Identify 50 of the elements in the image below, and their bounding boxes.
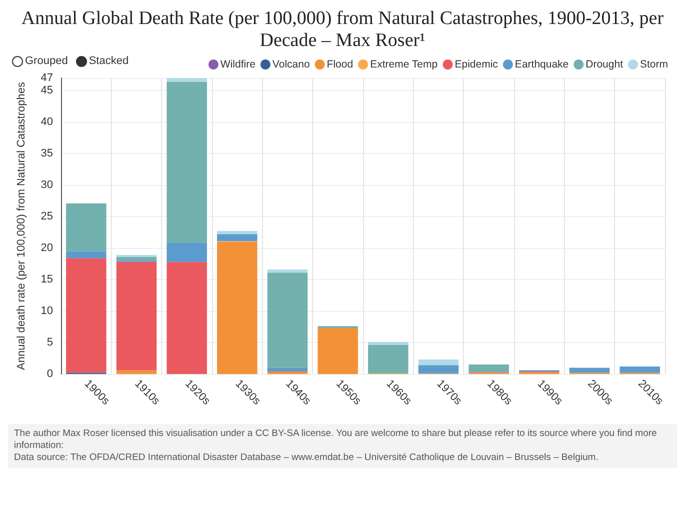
bar: [66, 258, 106, 373]
legend-label: Epidemic: [454, 58, 498, 70]
bar: [267, 371, 308, 374]
legend-label: Flood: [326, 58, 354, 70]
bar: [468, 364, 509, 372]
y-tick-label: 15: [40, 274, 53, 286]
bar: [267, 269, 308, 273]
text: Stacked: [88, 54, 129, 68]
bar: [166, 243, 207, 262]
y-tick-label: 25: [40, 210, 53, 223]
y-tick-label: 40: [40, 116, 53, 128]
text: Grouped: [25, 54, 68, 68]
y-tick-label: 35: [40, 148, 53, 160]
y-axis-title: Annual death rate (per 100,000) from Natural Catastrophes: [16, 82, 28, 370]
chart-title: Annual Global Death Rate (per 100,000) from Natural Catastrophes, 1900-2013, per Decade – Max Roser¹: [20, 8, 665, 53]
y-tick-label: 5: [46, 336, 53, 349]
y-tick-label: 30: [40, 179, 53, 192]
legend-label: Extreme Temp: [370, 58, 438, 70]
bar: [569, 368, 610, 373]
bar: [66, 203, 106, 252]
bar: [116, 370, 157, 374]
bar: [217, 242, 258, 374]
bar: [267, 368, 308, 372]
bar: [66, 251, 106, 258]
bar: [368, 342, 408, 346]
y-tick-label: 20: [40, 242, 53, 254]
bar: [217, 234, 258, 242]
bar: [116, 256, 157, 261]
text: The author Max Roser licensed this visualisation under a CC BY-SA license. You are welcome to share but please refer to its source where you find more information:: [14, 428, 658, 452]
y-tick-label: 0: [46, 368, 53, 380]
bar: [418, 360, 459, 366]
bar: [116, 262, 157, 370]
bar: [368, 345, 408, 374]
y-tick-label: 10: [40, 305, 53, 318]
y-tick-label: 45: [40, 84, 53, 97]
y-tick-label: 47: [40, 72, 53, 84]
bar: [166, 262, 207, 374]
legend-label: Wildfire: [220, 58, 256, 70]
bar: [166, 78, 207, 82]
bar: [166, 82, 207, 244]
legend-label: Storm: [640, 58, 668, 70]
bar: [217, 231, 258, 234]
legend-label: Earthquake: [514, 58, 569, 70]
legend-label: Volcano: [272, 58, 310, 70]
legend-label: Drought: [586, 58, 624, 70]
bar: [620, 366, 660, 373]
source-note: Data source: The OFDA/CRED International Disaster Database – www.emdat.be – Université Catholique de Louvain – Brussels – Belgium.: [14, 452, 600, 464]
bar: [418, 365, 459, 374]
bar: [267, 272, 308, 368]
bar: [318, 328, 358, 374]
